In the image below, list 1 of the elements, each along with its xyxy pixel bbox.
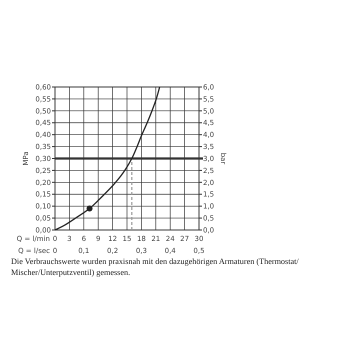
text: Die Verbrauchswerte wurden praxisnah mit den dazugehörigen Armaturen (Thermostat/ Mischer/Unterputzventil) gemessen. [11,257,300,277]
